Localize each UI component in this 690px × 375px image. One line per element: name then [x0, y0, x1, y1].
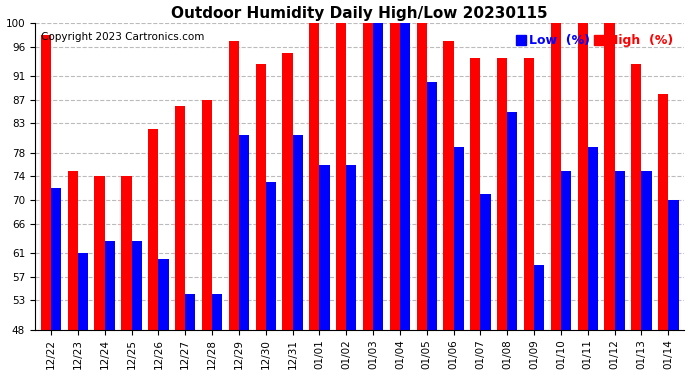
Bar	[309, 23, 319, 375]
Text: Copyright 2023 Cartronics.com: Copyright 2023 Cartronics.com	[41, 32, 205, 42]
Bar	[524, 58, 534, 375]
Bar	[497, 58, 507, 375]
Bar	[95, 176, 105, 375]
Bar	[551, 23, 561, 375]
Bar	[669, 200, 678, 375]
Bar	[228, 41, 239, 375]
Bar	[417, 23, 427, 375]
Bar	[453, 147, 464, 375]
Bar	[175, 106, 185, 375]
Bar	[390, 23, 400, 375]
Bar	[480, 194, 491, 375]
Bar	[578, 23, 588, 375]
Bar	[363, 23, 373, 375]
Bar	[604, 23, 615, 375]
Bar	[255, 64, 266, 375]
Bar	[78, 253, 88, 375]
Bar	[293, 135, 303, 375]
Bar	[148, 129, 159, 375]
Bar	[336, 23, 346, 375]
Bar	[212, 294, 222, 375]
Bar	[51, 188, 61, 375]
Bar	[642, 171, 651, 375]
Bar	[615, 171, 625, 375]
Bar	[400, 23, 410, 375]
Bar	[534, 265, 544, 375]
Bar	[561, 171, 571, 375]
Bar	[68, 171, 78, 375]
Bar	[41, 35, 51, 375]
Bar	[427, 82, 437, 375]
Bar	[239, 135, 249, 375]
Title: Outdoor Humidity Daily High/Low 20230115: Outdoor Humidity Daily High/Low 20230115	[171, 6, 548, 21]
Bar	[319, 165, 330, 375]
Bar	[346, 165, 357, 375]
Bar	[373, 23, 383, 375]
Bar	[202, 100, 212, 375]
Bar	[159, 259, 168, 375]
Legend: Low  (%), High  (%): Low (%), High (%)	[511, 29, 678, 52]
Bar	[658, 94, 669, 375]
Bar	[266, 182, 276, 375]
Bar	[471, 58, 480, 375]
Bar	[444, 41, 453, 375]
Bar	[282, 53, 293, 375]
Bar	[105, 241, 115, 375]
Bar	[121, 176, 132, 375]
Bar	[588, 147, 598, 375]
Bar	[185, 294, 195, 375]
Bar	[631, 64, 642, 375]
Bar	[132, 241, 141, 375]
Bar	[507, 111, 518, 375]
